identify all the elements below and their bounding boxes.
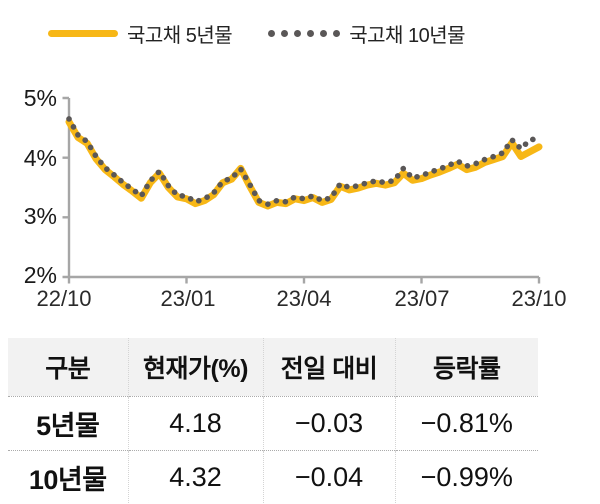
- y-axis-label: 3%: [23, 203, 57, 229]
- legend-label-5y: 국고채 5년물: [127, 24, 233, 47]
- table-header-category: 구분: [8, 338, 128, 396]
- x-axis-label: 23/10: [511, 286, 567, 311]
- current-value: 4.18: [127, 396, 263, 450]
- legend-label-10y: 국고채 10년물: [349, 24, 465, 47]
- bond-table: 구분 현재가(%) 전일 대비 등락률 5년물 4.18 −0.03 −0.81…: [8, 338, 538, 504]
- day-change-value: −0.03: [262, 396, 395, 450]
- dotted-line-marker: [268, 29, 341, 37]
- table-header-change-rate: 등락률: [394, 338, 538, 396]
- x-axis-label: 22/10: [36, 286, 92, 311]
- y-axis-label: 2%: [23, 262, 57, 288]
- legend-item-10y: 국고채 10년물: [268, 19, 465, 48]
- table-header-current: 현재가(%): [127, 338, 263, 396]
- y-axis-label: 5%: [23, 85, 57, 111]
- current-value: 4.32: [127, 450, 263, 504]
- table-row-10y: 10년물 4.32 −0.04 −0.99%: [8, 450, 538, 504]
- row-label: 10년물: [28, 464, 107, 495]
- day-change-value: −0.04: [262, 450, 395, 504]
- x-axis-label: 23/04: [276, 286, 332, 311]
- yield-line-chart: [62, 96, 543, 284]
- table-header-day-change: 전일 대비: [262, 338, 395, 396]
- change-rate-value: −0.99%: [394, 450, 538, 504]
- table-row-5y: 5년물 4.18 −0.03 −0.81%: [8, 396, 538, 450]
- chart-legend: 국고채 5년물 국고채 10년물: [48, 16, 465, 50]
- x-axis-label: 23/01: [160, 286, 216, 311]
- table-header-row: 구분 현재가(%) 전일 대비 등락률: [8, 338, 538, 396]
- row-label: 5년물: [36, 410, 100, 441]
- solid-line-marker: [48, 29, 118, 37]
- x-axis-label: 23/07: [394, 286, 450, 311]
- legend-item-5y: 국고채 5년물: [48, 19, 233, 48]
- y-axis-label: 4%: [23, 145, 57, 171]
- change-rate-value: −0.81%: [394, 396, 538, 450]
